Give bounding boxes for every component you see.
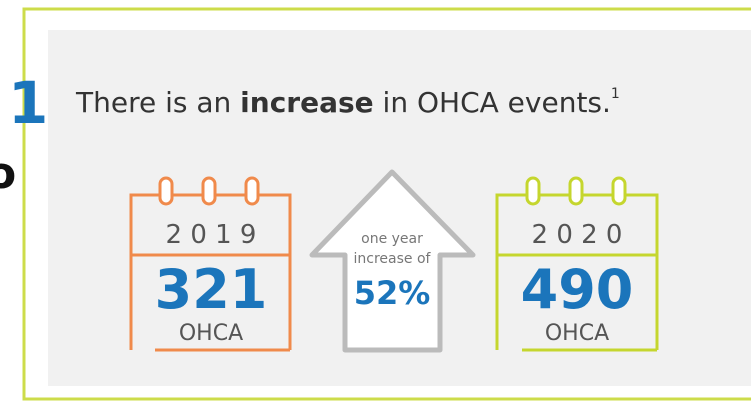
arrow-text: one year: [361, 231, 423, 247]
headline-text: in OHCA events.: [374, 86, 611, 119]
headline-bold: increase: [240, 86, 373, 119]
ring: [201, 176, 217, 206]
edge-letter: o: [0, 148, 16, 199]
calendar: [129, 176, 292, 352]
year: 2 0 2 0: [532, 220, 623, 250]
footnote-ref: 1: [611, 86, 620, 102]
count: 490: [521, 258, 634, 321]
ring: [568, 176, 584, 206]
ring: [244, 176, 260, 206]
step-number: 1: [8, 69, 48, 137]
ring: [611, 176, 627, 206]
ring: [525, 176, 541, 206]
year: 2 0 1 9: [166, 220, 257, 250]
unit: OHCA: [545, 321, 609, 346]
up-arrow: [309, 169, 476, 353]
unit: OHCA: [179, 321, 243, 346]
headline-text: There is an: [75, 86, 240, 119]
ring: [158, 176, 174, 206]
change: 52%: [354, 274, 431, 312]
arrow-text: increase of: [354, 251, 432, 267]
count: 321: [155, 258, 268, 321]
calendar: [495, 176, 659, 352]
headline: There is an increase in OHCA events.1: [75, 86, 620, 119]
